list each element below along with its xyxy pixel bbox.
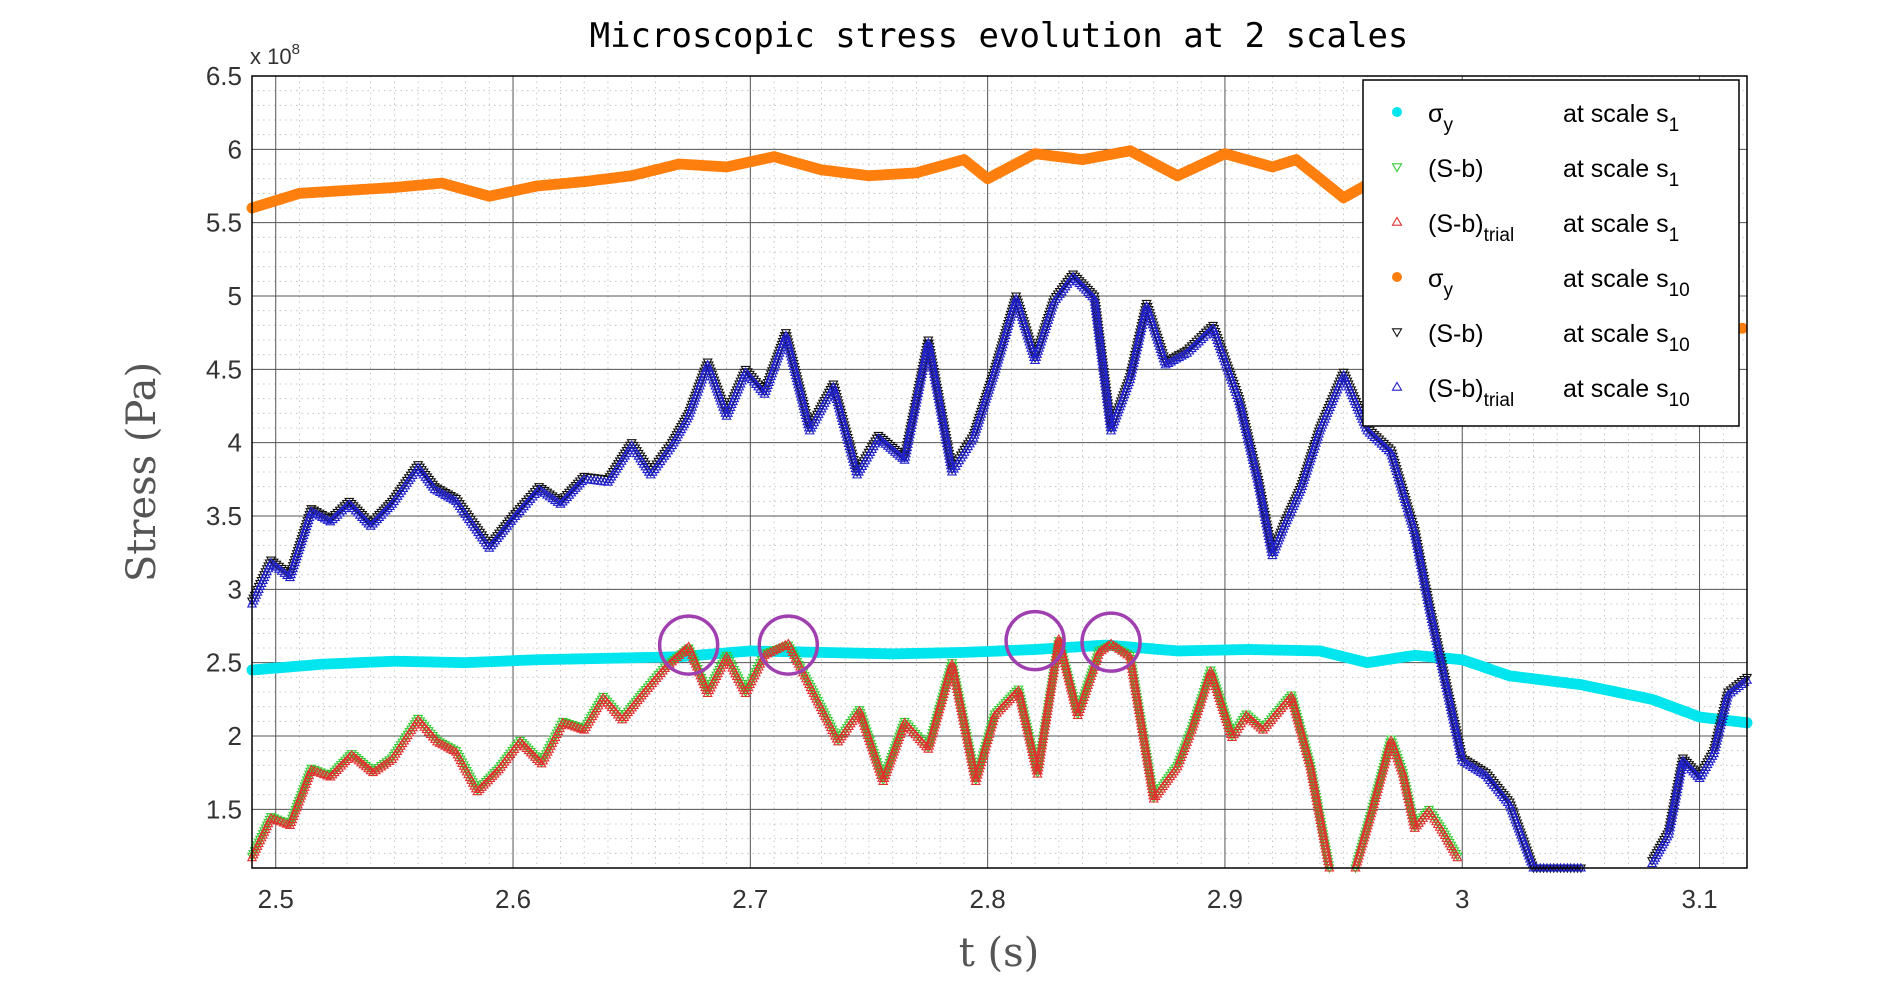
chart-svg: 2.52.62.72.82.933.11.522.533.544.555.566…: [0, 0, 1901, 976]
chart-root: 2.52.62.72.82.933.11.522.533.544.555.566…: [0, 0, 1901, 976]
